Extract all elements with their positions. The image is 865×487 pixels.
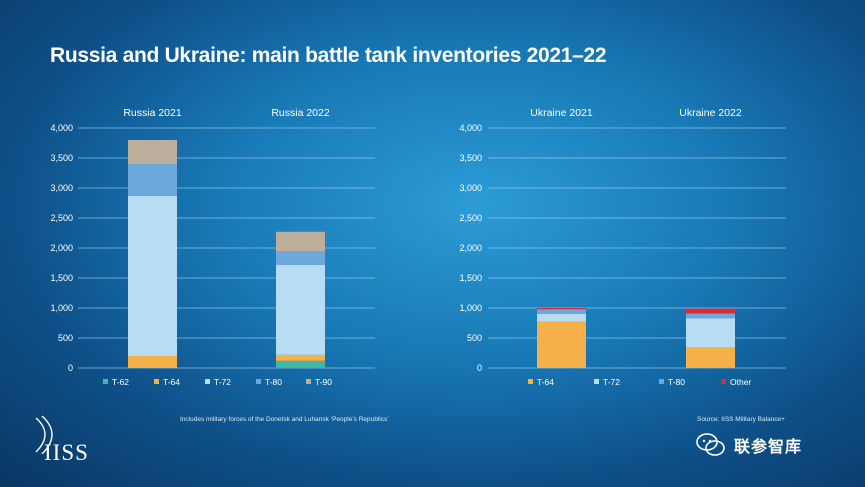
ukraine-bar-segment-t-64 [537,321,586,368]
ukraine-legend-label: T-80 [668,377,685,387]
russia-y-tick-label: 1,000 [50,303,73,313]
ukraine-y-tick-label: 3,500 [459,153,482,163]
page-title: Russia and Ukraine: main battle tank inv… [50,44,607,67]
russia-bar-segment-t-64 [128,356,177,368]
ukraine-legend-swatch [721,379,726,384]
ukraine-bar-segment-t-72 [686,318,735,347]
russia-bar-segment-t-90 [276,231,325,251]
watermark: 联参智库 [696,432,802,458]
russia-bar-segment-t-64 [276,354,325,361]
watermark-text: 联参智库 [734,437,803,456]
russia-category-label: Russia 2022 [271,107,330,119]
ukraine-y-tick-label: 500 [467,333,482,343]
russia-legend-label: T-80 [265,377,282,387]
russia-y-tick-label: 2,000 [50,243,73,253]
russia-bar-segment-t-80 [128,164,177,196]
ukraine-legend-swatch [594,379,599,384]
russia-legend-swatch [205,379,210,384]
ukraine-legend-swatch [659,379,664,384]
ukraine-y-tick-label: 3,000 [459,183,482,193]
russia-bar-segment-t-72 [128,195,177,356]
russia-y-tick-label: 3,500 [50,153,73,163]
globe-icon [35,415,53,455]
ukraine-bar-segment-t-80 [537,309,586,314]
russia-y-tick-label: 0 [68,363,73,373]
russia-bar-segment-t-62 [276,360,325,368]
wechat-icon [696,433,725,456]
ukraine-y-tick-label: 2,500 [459,213,482,223]
ukraine-y-tick-label: 0 [477,363,482,373]
russia-legend-swatch [306,379,311,384]
ukraine-legend-label: Other [730,377,751,387]
russia-y-tick-label: 1,500 [50,273,73,283]
ukraine-y-tick-label: 4,000 [459,123,482,133]
ukraine-bar-segment-t-72 [537,314,586,322]
russia-legend-label: T-72 [214,377,231,387]
iiss-logo: IISS [30,414,88,465]
source-note: Source: IISS Military Balance+ [697,416,785,423]
russia-bar-segment-t-80 [276,251,325,265]
ukraine-legend-swatch [528,379,533,384]
ukraine-bar-segment-other [537,308,586,310]
russia-legend-label: T-64 [163,377,180,387]
ukraine-y-tick-label: 1,500 [459,273,482,283]
ukraine-bar-segment-t-64 [686,347,735,368]
russia-y-tick-label: 3,000 [50,183,73,193]
russia-legend-label: T-90 [315,377,332,387]
russia-y-tick-label: 500 [58,333,73,343]
russia-category-label: Russia 2021 [123,107,182,119]
footnote: Includes military forces of the Donetsk … [180,416,389,423]
russia-legend-swatch [256,379,261,384]
russia-y-tick-label: 4,000 [50,123,73,133]
ukraine-category-label: Ukraine 2022 [679,107,742,119]
ukraine-legend-label: T-64 [537,377,554,387]
russia-bar-segment-t-72 [276,264,325,355]
ukraine-bar-segment-other [686,308,735,314]
logo-text: IISS [44,440,89,465]
russia-legend-label: T-62 [112,377,129,387]
ukraine-category-label: Ukraine 2021 [530,107,593,119]
russia-legend-swatch [154,379,159,384]
ukraine-y-tick-label: 1,000 [459,303,482,313]
ukraine-legend-label: T-72 [603,377,620,387]
russia-legend-swatch [103,379,108,384]
ukraine-bar-segment-t-80 [686,313,735,319]
russia-y-tick-label: 2,500 [50,213,73,223]
ukraine-y-tick-label: 2,000 [459,243,482,253]
russia-bar-segment-t-90 [128,140,177,164]
